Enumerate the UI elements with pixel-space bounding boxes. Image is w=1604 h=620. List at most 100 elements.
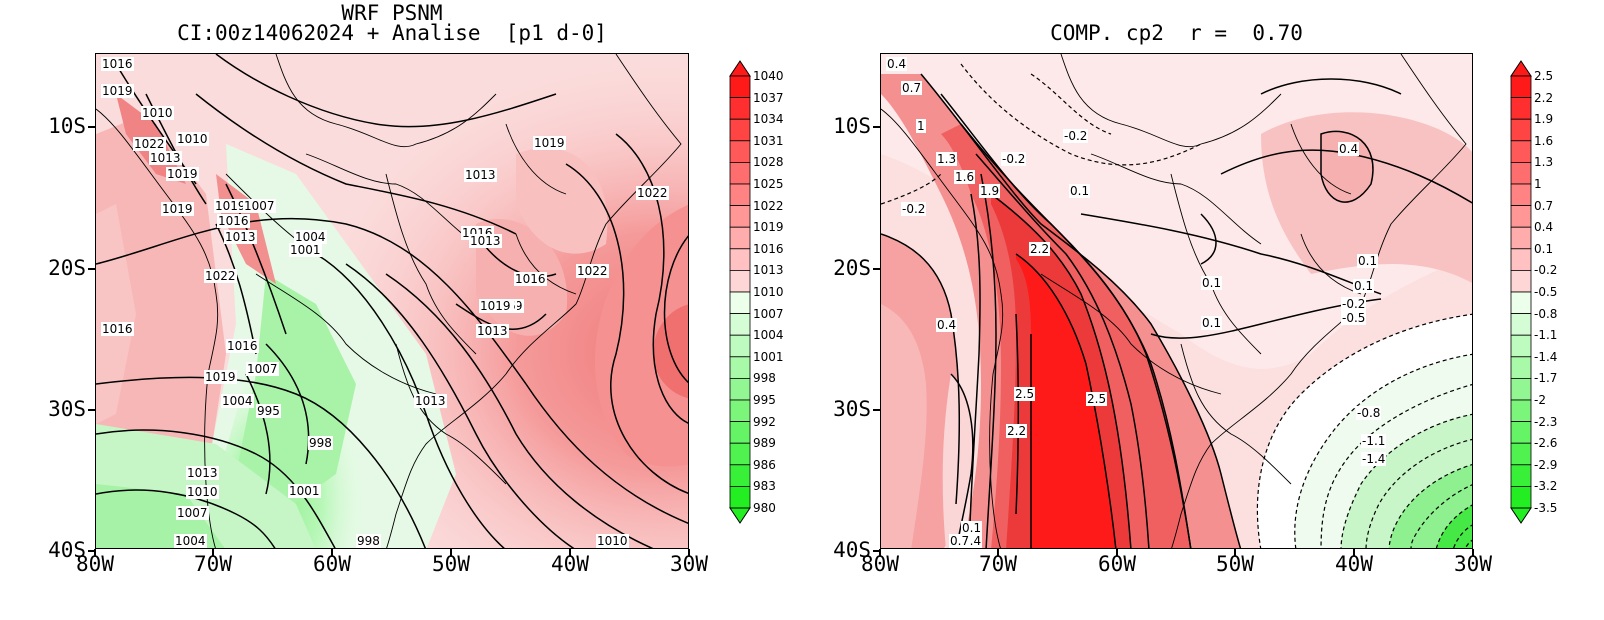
x-tick-label: 50W: [1216, 552, 1254, 576]
contour-label: -1.1: [1361, 434, 1387, 448]
contour-label: 1013: [414, 394, 447, 408]
contour-label: -0.5: [1341, 311, 1367, 325]
colorbar-label: 1040: [753, 69, 784, 83]
colorbar-swatch: [1510, 334, 1532, 358]
contour-label: 995: [256, 404, 281, 418]
colorbar-min-arrow: [1510, 507, 1532, 524]
contour-label: 2.2: [1006, 424, 1028, 438]
contour-label: 1016: [101, 322, 134, 336]
y-tick-mark: [88, 409, 95, 411]
contour-label: -1.4: [1361, 452, 1387, 466]
contour-label: -0.2: [1341, 297, 1367, 311]
colorbar-label: 995: [753, 393, 776, 407]
panel1-title-line1: WRF PSNM: [341, 1, 443, 25]
colorbar-swatch: [729, 226, 751, 250]
contour-label: 1019: [204, 370, 237, 384]
panel1-title-line2: CI:00z14062024 + Analise [p1 d-0]: [177, 21, 607, 45]
x-tick-mark: [997, 549, 999, 556]
colorbar-label: 998: [753, 371, 776, 386]
y-tick-mark: [873, 126, 880, 128]
contour-label: 1001: [288, 484, 321, 498]
colorbar-swatch: [1510, 248, 1532, 271]
x-tick-label: 70W: [194, 552, 232, 576]
colorbar-swatch: [729, 162, 751, 185]
colorbar-swatch: [729, 464, 751, 487]
colorbar-label: 1022: [753, 198, 784, 213]
colorbar-label: 1.6: [1534, 133, 1554, 148]
contour-label: 2.5: [1086, 392, 1108, 406]
y-tick-label: 10S: [48, 114, 86, 138]
colorbar-swatch: [1510, 313, 1532, 336]
colorbar-swatch: [1510, 162, 1532, 185]
y-tick-label: 10S: [833, 114, 871, 138]
contour-label: 0.7: [949, 534, 971, 548]
contour-label: 1.9: [979, 184, 1001, 198]
contour-label: 1019: [214, 199, 247, 213]
colorbar-swatch: [729, 183, 751, 207]
contour-label: 1007: [243, 199, 276, 213]
colorbar-label: 980: [753, 501, 776, 515]
contour-label: 1013: [224, 230, 257, 244]
colorbar-swatch: [729, 356, 751, 379]
contour-label: 1019: [166, 167, 199, 181]
colorbar-label: 1031: [753, 133, 784, 148]
composite-map: 0.4 0.7 1 1.3 1.6 1.9 -0.2 -0.2 -0.2 0.1 2.2 0.4 2.5…: [880, 53, 1473, 549]
colorbar-swatch: [729, 377, 751, 401]
colorbar-swatch: [729, 399, 751, 423]
colorbar-label: -2: [1534, 393, 1546, 407]
contour-label: 0.4: [886, 57, 908, 71]
colorbar-label: -2.6: [1534, 436, 1558, 451]
colorbar-label: -2.3: [1534, 414, 1558, 429]
x-tick-mark: [569, 549, 571, 556]
colorbar-label: 1028: [753, 155, 784, 170]
x-tick-label: 80W: [76, 552, 114, 576]
colorbar-label: -0.2: [1534, 263, 1558, 278]
contour-label: 0.1: [1201, 316, 1223, 330]
x-tick-mark: [212, 549, 214, 556]
colorbar-swatch: [729, 291, 751, 315]
contour-label: -0.2: [901, 202, 927, 216]
colorbar-label: -3.2: [1534, 479, 1558, 494]
colorbar-swatch: [1510, 442, 1532, 466]
colorbar-label: -3.5: [1534, 501, 1558, 515]
colorbar-swatch: [1510, 421, 1532, 444]
contour-label: 1019: [161, 202, 194, 216]
colorbar-swatch: [1510, 399, 1532, 423]
colorbar-label: 1007: [753, 306, 784, 321]
colorbar-label: 992: [753, 414, 776, 429]
contour-label: 1022: [204, 269, 237, 283]
colorbar-label: 1037: [753, 90, 784, 105]
x-tick-label: 40W: [551, 552, 589, 576]
colorbar-swatch: [729, 334, 751, 358]
contour-label: 1010: [186, 485, 219, 499]
x-tick-mark: [1472, 549, 1474, 556]
contour-label: 1.6: [954, 170, 976, 184]
colorbar-label: -0.5: [1534, 285, 1558, 299]
colorbar-label: -0.8: [1534, 306, 1558, 321]
colorbar-label: 2.2: [1534, 90, 1554, 105]
x-tick-label: 50W: [432, 552, 470, 576]
colorbar-swatch: [1510, 118, 1532, 142]
colorbar-label: 1013: [753, 263, 784, 278]
contour-label: 1016: [226, 339, 259, 353]
contour-label: 2.5: [1014, 387, 1036, 401]
colorbar-label: -1.7: [1534, 371, 1558, 386]
y-tick-mark: [873, 268, 880, 270]
colorbar-label: 1: [1534, 177, 1542, 191]
contour-label: 1001: [289, 243, 322, 257]
colorbar-min-arrow: [729, 507, 751, 524]
x-tick-mark: [1234, 549, 1236, 556]
colorbar-label: 0.1: [1534, 241, 1554, 256]
colorbar-label: 0.4: [1534, 220, 1554, 235]
colorbar-swatch: [729, 248, 751, 271]
x-tick-label: 30W: [670, 552, 708, 576]
contour-label: 0.4: [936, 318, 958, 332]
y-tick-label: 40S: [833, 538, 871, 562]
y-tick-label: 20S: [833, 256, 871, 280]
colorbar-swatch: [1510, 183, 1532, 207]
contour-label: 1016: [514, 272, 547, 286]
y-tick-mark: [873, 550, 880, 552]
colorbar-label: 983: [753, 479, 776, 494]
psnm-field: [96, 54, 688, 548]
colorbar-swatch: [1510, 356, 1532, 379]
